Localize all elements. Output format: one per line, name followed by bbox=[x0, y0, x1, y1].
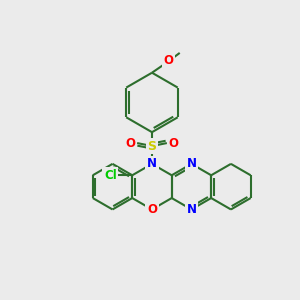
Text: O: O bbox=[125, 136, 135, 150]
Text: N: N bbox=[186, 203, 197, 216]
Text: O: O bbox=[147, 203, 157, 216]
Text: S: S bbox=[148, 140, 157, 152]
Text: O: O bbox=[164, 54, 174, 67]
Text: O: O bbox=[169, 136, 179, 150]
Text: N: N bbox=[147, 158, 157, 170]
Text: N: N bbox=[186, 158, 197, 170]
Text: Cl: Cl bbox=[104, 169, 117, 182]
